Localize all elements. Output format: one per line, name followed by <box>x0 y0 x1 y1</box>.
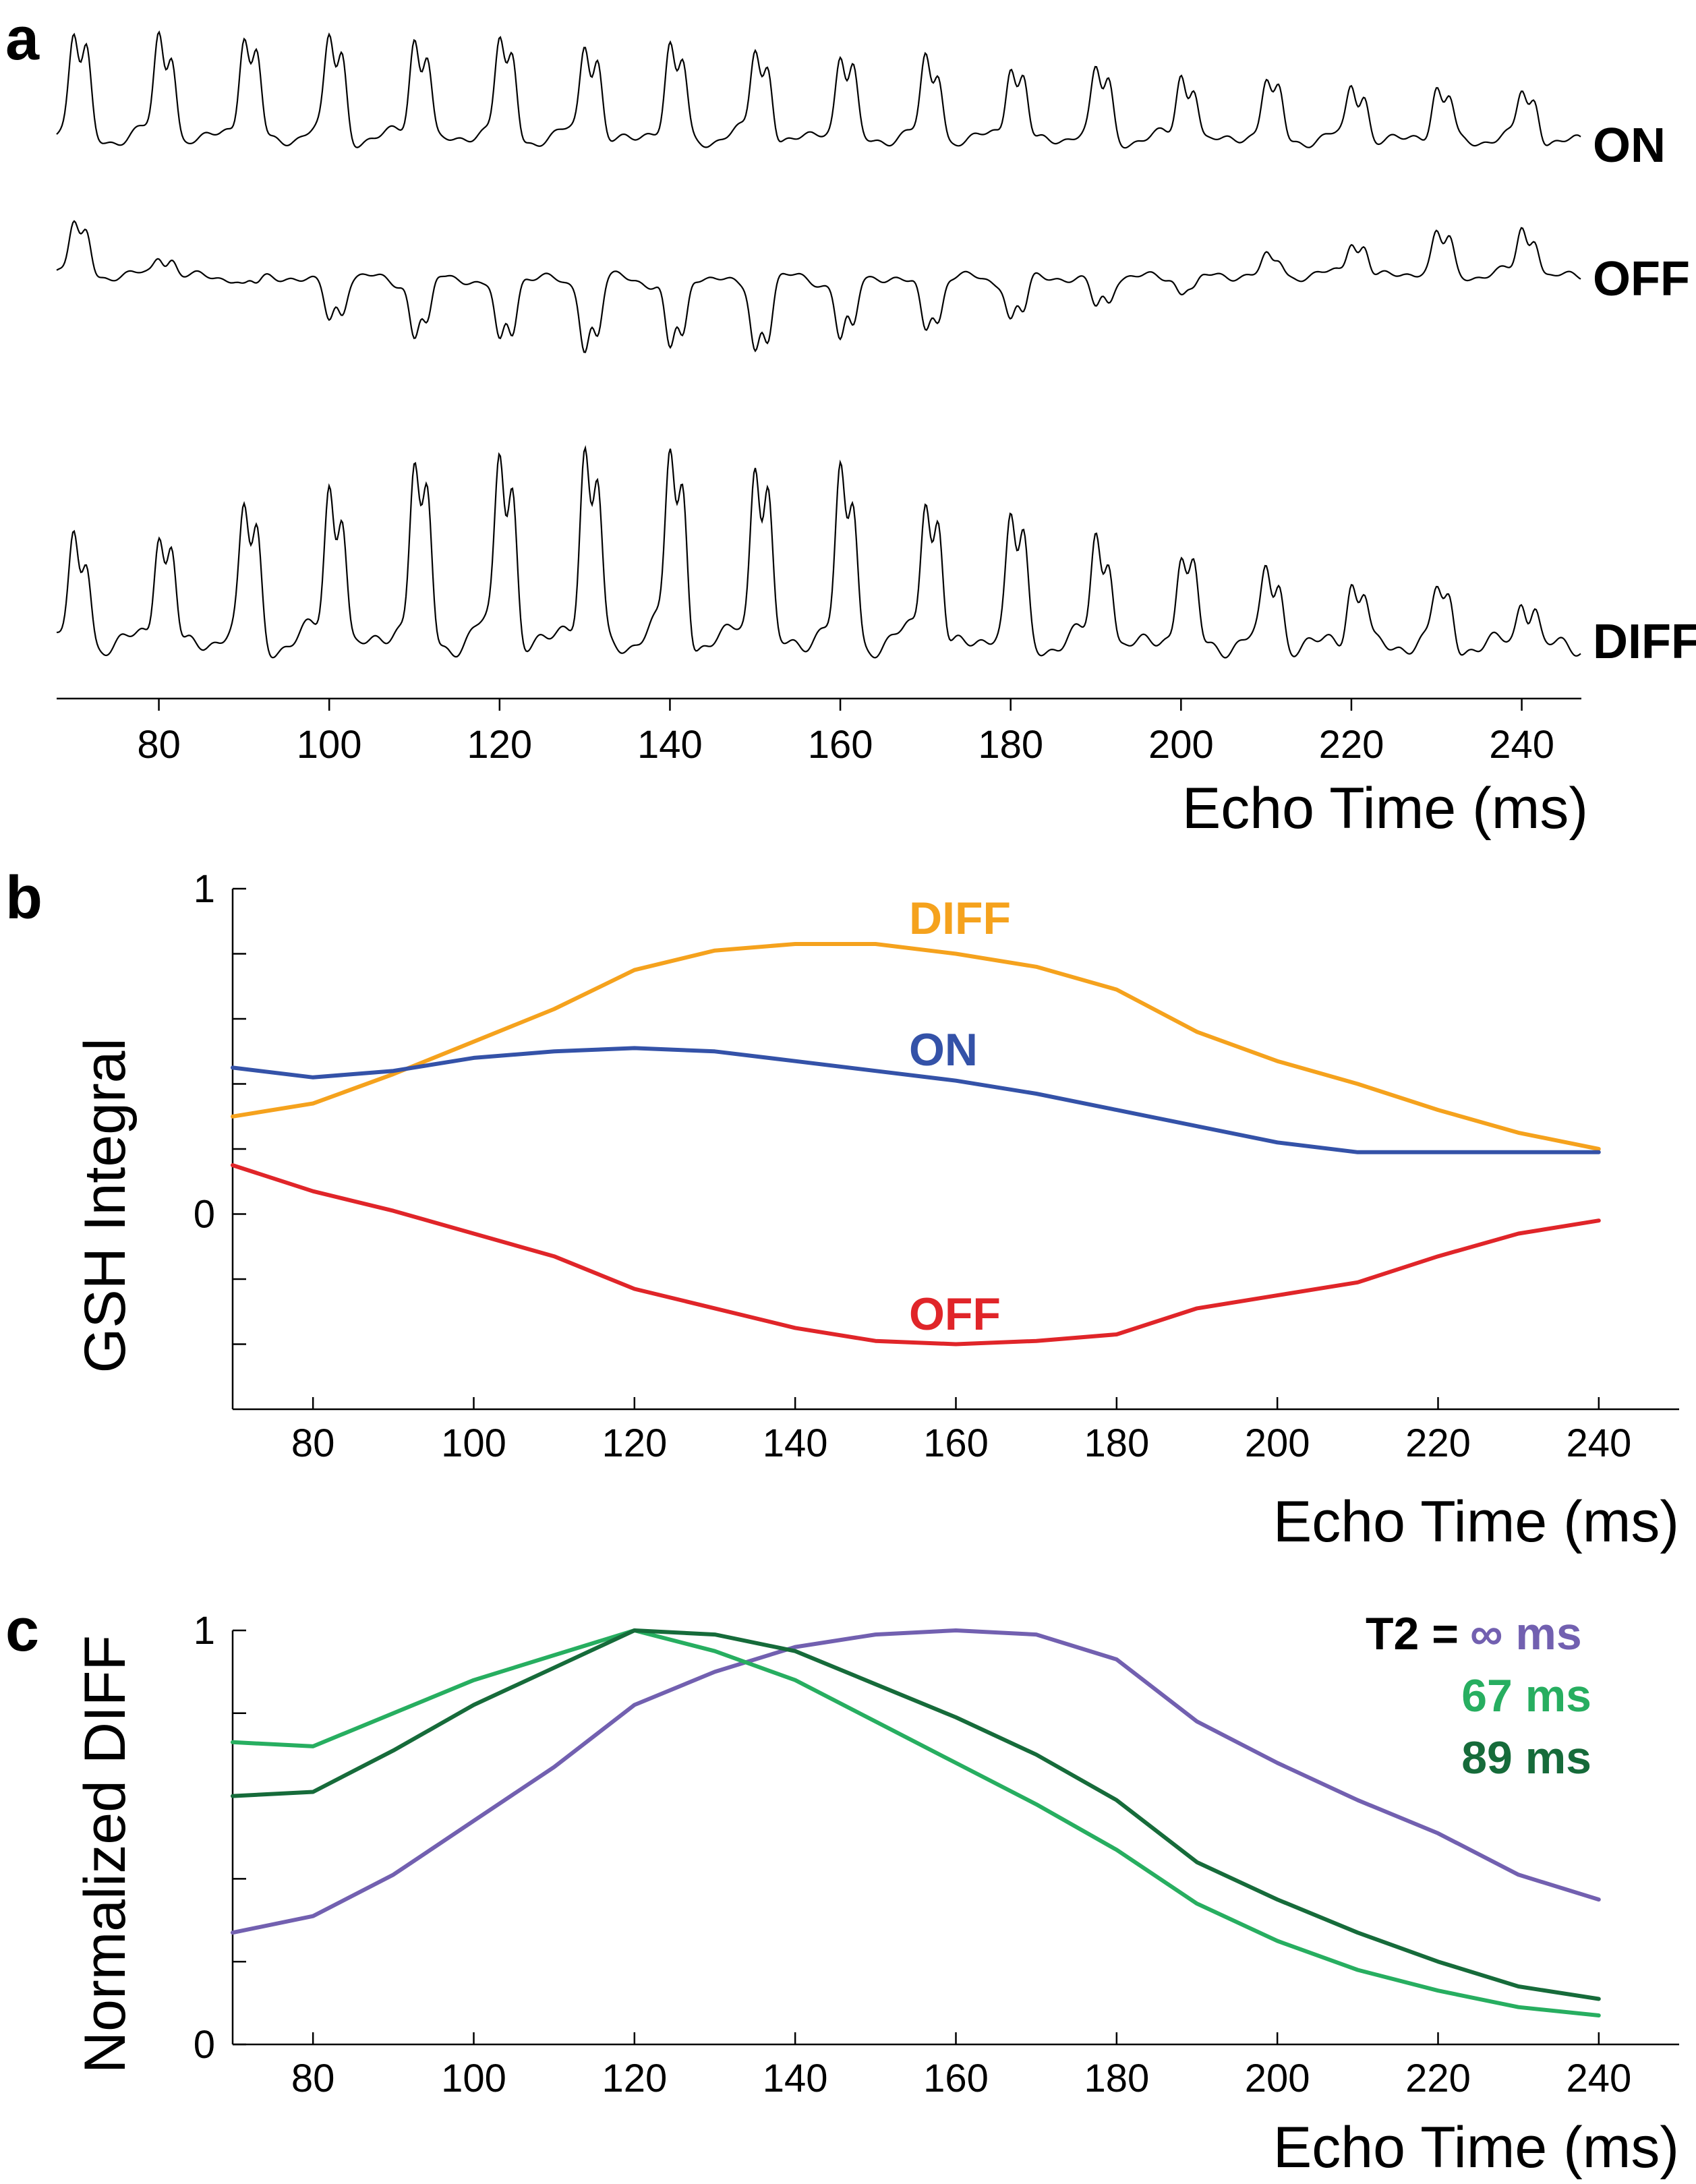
x-tick-label: 120 <box>602 1421 667 1465</box>
panel-c-normalized-diff: 80 100 120 140 160 180 200 220 240 0 1 T2 = ∞ ms 6… <box>73 1608 1679 2180</box>
panel-a-x-axis-label: Echo Time (ms) <box>1182 776 1588 841</box>
x-tick-label: 120 <box>467 723 532 767</box>
x-tick-label: 220 <box>1405 1421 1471 1465</box>
x-tick-label: 100 <box>441 1421 506 1465</box>
x-tick-label: 180 <box>978 723 1043 767</box>
panel-b-axes: 80 100 120 140 160 180 200 220 240 0 1 <box>194 867 1679 1465</box>
panel-c-y-axis-label: Normalized DIFF <box>73 1635 138 2073</box>
x-tick-label: 220 <box>1405 2057 1471 2100</box>
x-tick-label: 140 <box>637 723 703 767</box>
x-tick-label: 120 <box>602 2057 667 2100</box>
x-tick-label: 160 <box>808 723 873 767</box>
x-tick-label: 80 <box>291 1421 335 1465</box>
x-tick-label: 200 <box>1245 1421 1310 1465</box>
x-tick-label: 80 <box>291 2057 335 2100</box>
panel-label-a: a <box>5 5 40 73</box>
legend-entry-67: 67 ms <box>1461 1670 1591 1721</box>
panel-label-c: c <box>5 1597 39 1664</box>
series-line-t2-67-ms <box>231 1628 1601 2017</box>
x-tick-label: 200 <box>1245 2057 1310 2100</box>
trace-label-diff: DIFF <box>1593 615 1696 669</box>
panel-b-series <box>231 942 1601 1347</box>
x-tick-label: 100 <box>297 723 362 767</box>
trace-label-on: ON <box>1593 119 1666 173</box>
series-line-t2-ms <box>231 1628 1601 1935</box>
spectra-traces <box>56 30 1581 659</box>
x-tick-label: 80 <box>137 723 181 767</box>
x-tick-label: 100 <box>441 2057 506 2100</box>
x-tick-label: 240 <box>1489 723 1554 767</box>
trace-label-off: OFF <box>1593 252 1690 306</box>
series-label-on: ON <box>909 1024 978 1075</box>
panel-c-x-axis-label: Echo Time (ms) <box>1273 2115 1679 2180</box>
y-tick-label: 1 <box>194 1609 215 1653</box>
x-tick-label: 220 <box>1319 723 1384 767</box>
series-line-diff <box>231 942 1601 1151</box>
legend-prefix: T2 = <box>1366 1608 1459 1659</box>
panel-c-series <box>231 1628 1601 2017</box>
panel-c-axes: 80 100 120 140 160 180 200 220 240 0 1 <box>194 1609 1679 2100</box>
x-tick-label: 160 <box>923 2057 989 2100</box>
series-line-on <box>231 1046 1601 1154</box>
panel-a-spectra: 80 100 120 140 160 180 200 220 240 ON OFF DIFF E… <box>56 30 1696 841</box>
x-tick-label: 240 <box>1566 2057 1631 2100</box>
y-tick-label: 0 <box>194 2023 215 2067</box>
x-tick-label: 180 <box>1084 2057 1149 2100</box>
legend-entry-inf: ∞ ms <box>1470 1608 1582 1659</box>
x-tick-label: 140 <box>763 2057 828 2100</box>
panel-b-x-axis-label: Echo Time (ms) <box>1273 1489 1679 1554</box>
x-tick-label: 140 <box>763 1421 828 1465</box>
series-label-diff: DIFF <box>909 893 1011 944</box>
x-tick-label: 200 <box>1148 723 1214 767</box>
legend-entry-89: 89 ms <box>1461 1732 1591 1783</box>
panel-b-gsh-integral: 80 100 120 140 160 180 200 220 240 0 1 DIFF ON OFF… <box>73 867 1679 1554</box>
spectrum-trace-on <box>56 30 1581 149</box>
x-tick-label: 240 <box>1566 1421 1631 1465</box>
series-line-off <box>231 1163 1601 1347</box>
y-tick-label: 0 <box>194 1193 215 1237</box>
x-tick-label: 180 <box>1084 1421 1149 1465</box>
panel-b-y-axis-label: GSH Integral <box>73 1038 138 1373</box>
spectrum-trace-diff <box>56 445 1581 659</box>
spectrum-trace-off <box>56 220 1581 353</box>
panel-label-b: b <box>5 864 42 932</box>
panel-a-x-axis: 80 100 120 140 160 180 200 220 240 <box>57 697 1581 767</box>
x-tick-label: 160 <box>923 1421 989 1465</box>
series-label-off: OFF <box>909 1289 1001 1340</box>
series-line-t2-89-ms <box>231 1628 1601 2001</box>
y-tick-label: 1 <box>194 867 215 911</box>
